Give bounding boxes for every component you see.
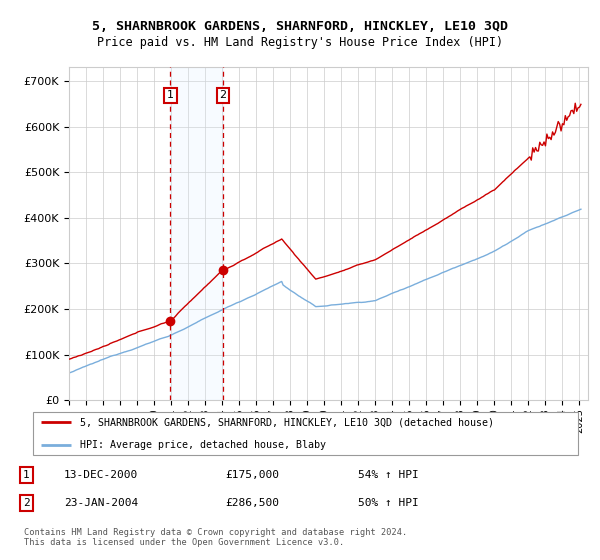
Text: HPI: Average price, detached house, Blaby: HPI: Average price, detached house, Blab… [80,440,326,450]
Text: 50% ↑ HPI: 50% ↑ HPI [358,498,418,508]
Text: 2: 2 [23,498,30,508]
Text: £286,500: £286,500 [225,498,279,508]
Text: 5, SHARNBROOK GARDENS, SHARNFORD, HINCKLEY, LE10 3QD: 5, SHARNBROOK GARDENS, SHARNFORD, HINCKL… [92,20,508,32]
Text: 54% ↑ HPI: 54% ↑ HPI [358,470,418,480]
Text: 23-JAN-2004: 23-JAN-2004 [64,498,138,508]
Text: 1: 1 [23,470,30,480]
Text: £175,000: £175,000 [225,470,279,480]
Text: Contains HM Land Registry data © Crown copyright and database right 2024.
This d: Contains HM Land Registry data © Crown c… [24,528,407,547]
Text: 2: 2 [220,91,227,100]
Text: Price paid vs. HM Land Registry's House Price Index (HPI): Price paid vs. HM Land Registry's House … [97,36,503,49]
Text: 5, SHARNBROOK GARDENS, SHARNFORD, HINCKLEY, LE10 3QD (detached house): 5, SHARNBROOK GARDENS, SHARNFORD, HINCKL… [80,417,494,427]
Text: 13-DEC-2000: 13-DEC-2000 [64,470,138,480]
Bar [170,67,223,400]
FancyBboxPatch shape [33,412,578,455]
Text: 1: 1 [167,91,174,100]
